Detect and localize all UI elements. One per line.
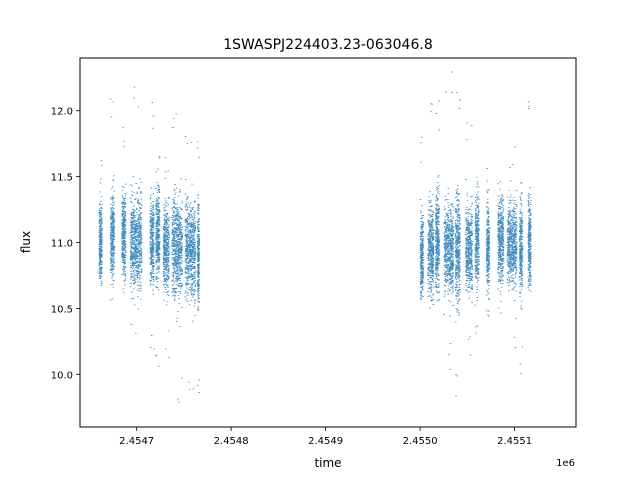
flux-scatter-points — [98, 71, 532, 403]
x-tick-label: 2.4547 — [119, 436, 154, 447]
x-tick-label: 2.4551 — [497, 436, 532, 447]
y-tick-label: 11.5 — [51, 173, 73, 184]
y-axis-label: flux — [19, 231, 33, 253]
y-tick-label: 10.0 — [51, 370, 73, 381]
x-axis-ticks: 2.4547 2.4548 2.4549 2.4550 2.4551 — [119, 427, 532, 447]
x-axis-label: time — [314, 456, 341, 470]
x-axis-offset-label: 1e6 — [556, 458, 575, 469]
x-tick-label: 2.4549 — [308, 436, 343, 447]
y-tick-label: 11.0 — [51, 239, 73, 250]
y-tick-label: 10.5 — [51, 304, 73, 315]
x-tick-label: 2.4548 — [214, 436, 249, 447]
y-axis-ticks: 10.0 10.5 11.0 11.5 12.0 — [51, 107, 80, 381]
x-tick-label: 2.4550 — [403, 436, 438, 447]
chart-title: 1SWASPJ224403.23-063046.8 — [223, 37, 432, 53]
data-points — [98, 71, 532, 403]
y-tick-label: 12.0 — [51, 107, 73, 118]
